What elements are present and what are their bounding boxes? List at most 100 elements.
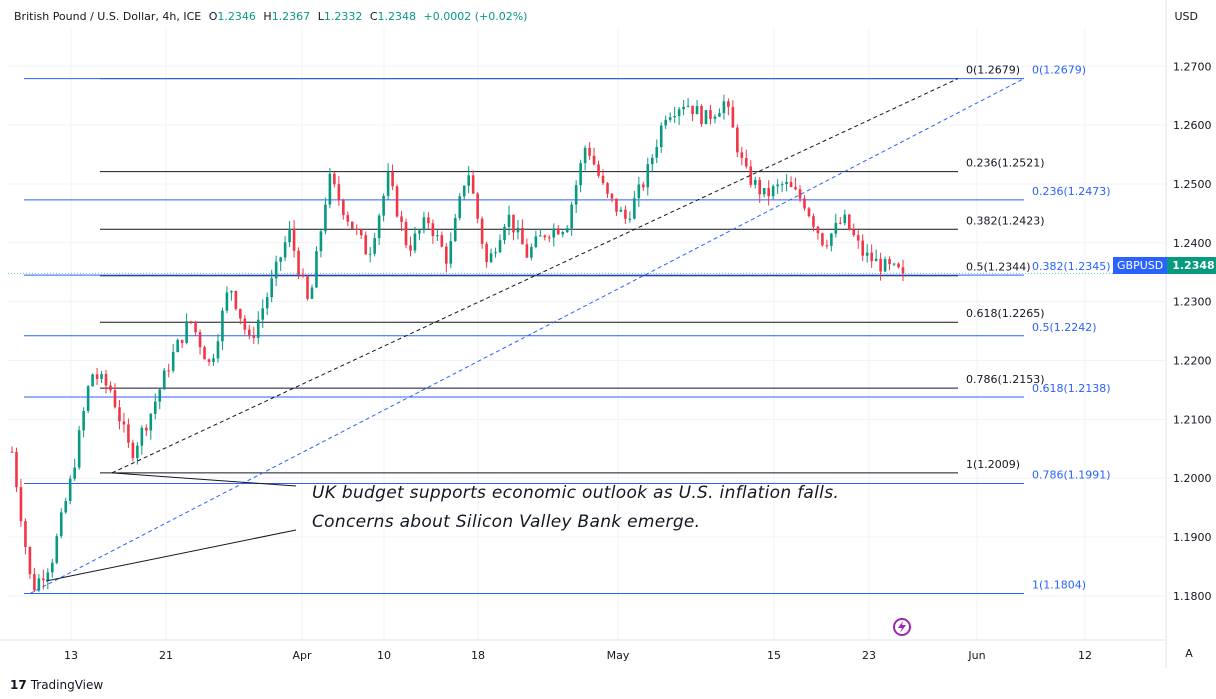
candle-body-11 (59, 512, 63, 537)
candle-108 (494, 247, 497, 258)
candle-63 (292, 220, 296, 258)
candle-body-41 (194, 321, 197, 333)
tradingview-branding[interactable]: 17 TradingView (10, 678, 103, 692)
candle-75 (346, 211, 350, 227)
candle-body-2 (19, 487, 23, 522)
candle-30 (145, 424, 148, 436)
candle-body-119 (543, 235, 547, 238)
candle-55 (256, 311, 260, 345)
candle-body-42 (198, 332, 202, 348)
candle-body-102 (467, 175, 470, 186)
candle-45 (212, 353, 215, 366)
candle-187 (847, 213, 851, 231)
candle-4 (28, 546, 32, 579)
candle-body-143 (650, 157, 654, 165)
candle-59 (274, 255, 278, 287)
candle-135 (615, 198, 618, 216)
instrument-name: British Pound / U.S. Dollar, 4h, ICE (14, 10, 202, 23)
candle-body-112 (512, 214, 515, 233)
candle-144 (655, 139, 659, 164)
candle-body-188 (852, 229, 856, 236)
candle-173 (785, 174, 788, 192)
candle-body-191 (865, 252, 869, 256)
low-label: L (317, 10, 324, 23)
candle-100 (458, 193, 462, 221)
candle-body-61 (283, 242, 287, 258)
candle-body-106 (485, 243, 488, 263)
candle-body-137 (624, 209, 627, 219)
y-tick-label-1: 1.2600 (1173, 119, 1212, 132)
candle-body-151 (686, 105, 690, 107)
candle-body-128 (583, 147, 587, 164)
candle-body-172 (780, 184, 784, 186)
candle-71 (328, 167, 332, 209)
candle-110 (503, 223, 506, 245)
candle-body-153 (695, 106, 699, 115)
candle-body-73 (337, 184, 341, 201)
candle-body-96 (440, 235, 444, 247)
candle-body-45 (212, 358, 215, 362)
candle-154 (700, 104, 703, 127)
y-tick-label-5: 1.2200 (1173, 354, 1212, 367)
last-price-tag: GBPUSD 1.2348 (1113, 257, 1216, 274)
candle-5 (33, 567, 36, 592)
candle-155 (704, 109, 708, 125)
candle-182 (825, 239, 829, 249)
symbol-legend[interactable]: British Pound / U.S. Dollar, 4h, ICE O1.… (14, 10, 531, 23)
candle-143 (650, 154, 654, 172)
candle-body-192 (870, 252, 873, 262)
fib-blue-label-0: 0(1.2679) (1032, 64, 1086, 77)
fib-black-trend-line (111, 78, 959, 474)
y-tick-label-7: 1.2000 (1173, 472, 1212, 485)
currency-label[interactable]: USD (1174, 10, 1198, 23)
candle-2 (19, 478, 23, 527)
candle-106 (485, 241, 488, 268)
candle-10 (55, 533, 59, 565)
candle-body-174 (789, 181, 793, 187)
candle-99 (453, 213, 457, 242)
fib-blue-trend-line (29, 78, 1025, 594)
candle-body-32 (153, 401, 157, 414)
candle-91 (418, 229, 421, 241)
candle-body-140 (637, 184, 641, 199)
candle-body-82 (377, 215, 381, 239)
candle-body-123 (561, 232, 565, 235)
candle-167 (758, 177, 762, 203)
candle-body-20 (100, 373, 103, 379)
candle-140 (637, 176, 641, 207)
candle-body-48 (225, 292, 229, 311)
high-label: H (263, 10, 272, 23)
candle-body-26 (127, 424, 130, 443)
candle-70 (324, 197, 327, 235)
candle-14 (73, 458, 76, 481)
candle-142 (646, 157, 650, 196)
candle-body-136 (619, 209, 623, 212)
candle-body-110 (503, 226, 506, 241)
candle-164 (744, 149, 748, 169)
lightning-icon[interactable] (893, 618, 911, 636)
candle-body-23 (113, 390, 117, 408)
candle-128 (583, 145, 587, 171)
text-annotation[interactable]: UK budget supports economic outlook as U… (312, 479, 839, 537)
candle-56 (261, 299, 265, 329)
candle-body-160 (727, 101, 730, 107)
open-label: O (208, 10, 218, 23)
fib-blue-label-4: 0.618(1.2138) (1032, 382, 1111, 395)
candle-body-3 (24, 521, 27, 547)
candle-163 (740, 146, 744, 166)
candle-body-75 (346, 215, 350, 222)
candle-body-95 (436, 235, 439, 237)
x-tick-label-8: Jun (967, 649, 985, 662)
candle-168 (762, 188, 766, 198)
candle-body-39 (185, 321, 188, 343)
x-tick-label-4: 18 (471, 649, 485, 662)
candle-127 (579, 159, 582, 193)
candle-199 (901, 259, 905, 281)
candle-50 (234, 290, 238, 311)
candle-body-60 (279, 257, 282, 262)
candle-body-88 (404, 221, 408, 246)
candle-body-171 (776, 184, 779, 187)
auto-scale-button[interactable]: A (1185, 647, 1193, 660)
